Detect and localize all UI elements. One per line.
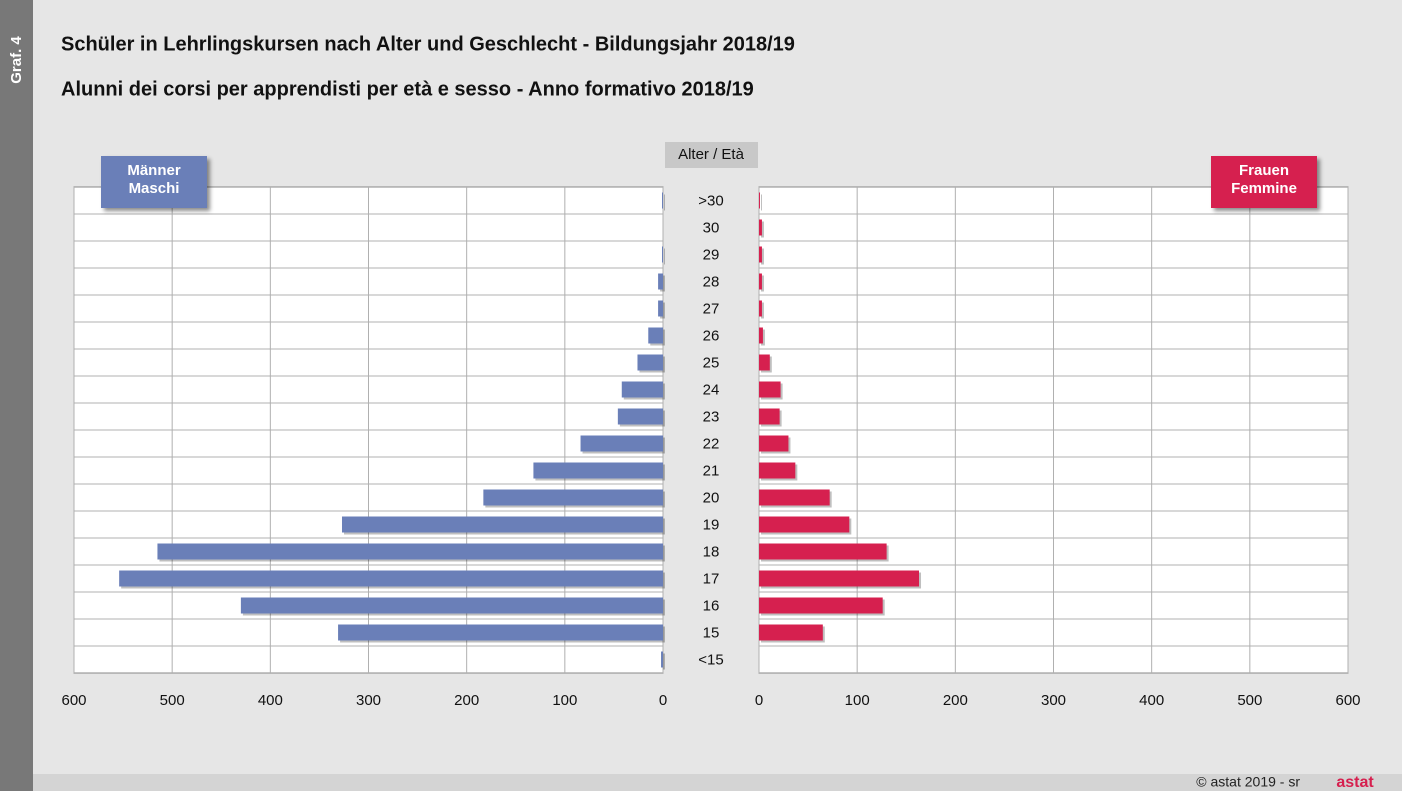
bar: [157, 543, 664, 560]
x-tick-label: 400: [258, 692, 283, 709]
category-label: 24: [703, 381, 720, 398]
category-label: 30: [703, 219, 720, 236]
side-bar: [0, 0, 33, 791]
bar: [759, 408, 780, 425]
x-tick-label: 0: [755, 692, 763, 709]
bar: [759, 624, 823, 641]
x-tick-label: 0: [659, 692, 667, 709]
bar: [338, 624, 663, 641]
category-label: <15: [698, 651, 723, 668]
category-label: 22: [703, 435, 720, 452]
category-label: 23: [703, 408, 720, 425]
bar: [483, 489, 663, 506]
x-tick-label: 500: [160, 692, 185, 709]
category-label: 17: [703, 570, 720, 587]
bar: [759, 516, 850, 533]
bar-shadow: [761, 275, 764, 292]
category-label: 16: [703, 597, 720, 614]
bar: [759, 435, 789, 452]
bar: [759, 570, 920, 587]
bar-shadow: [761, 329, 765, 346]
x-tick-label: 200: [943, 692, 968, 709]
category-label: 18: [703, 543, 720, 560]
x-tick-label: 500: [1237, 692, 1262, 709]
category-label: 25: [703, 354, 720, 371]
bar: [759, 273, 762, 290]
x-tick-label: 100: [845, 692, 870, 709]
bar-shadow: [761, 302, 764, 319]
footer-bar: [33, 774, 1402, 791]
logo: astat: [1336, 774, 1374, 791]
bar-shadow: [761, 248, 764, 265]
bar: [759, 597, 883, 614]
bar: [637, 354, 663, 371]
x-tick-label: 600: [1335, 692, 1360, 709]
category-label: >30: [698, 192, 723, 209]
bar: [580, 435, 663, 452]
x-tick-label: 100: [552, 692, 577, 709]
category-label: 21: [703, 462, 720, 479]
side-label: Graf. 4: [8, 36, 25, 84]
category-label: 15: [703, 624, 720, 641]
category-label: 20: [703, 489, 720, 506]
axis-label-box: [665, 142, 758, 168]
x-tick-label: 600: [61, 692, 86, 709]
bar: [759, 489, 830, 506]
bar: [759, 381, 781, 398]
chart-title: Schüler in Lehrlingskursen nach Alter un…: [61, 33, 795, 55]
bar: [759, 192, 760, 209]
bar-shadow: [663, 653, 665, 670]
footer: © astat 2019 - sr: [1196, 774, 1300, 790]
x-tick-label: 300: [356, 692, 381, 709]
x-tick-label: 300: [1041, 692, 1066, 709]
category-label: 28: [703, 273, 720, 290]
bar: [759, 543, 887, 560]
bar: [617, 408, 663, 425]
bar: [759, 219, 762, 236]
bar: [621, 381, 663, 398]
category-label: 26: [703, 327, 720, 344]
category-label: 19: [703, 516, 720, 533]
legend-entry: Männer Maschi: [101, 156, 207, 208]
bar: [759, 327, 763, 344]
bar-shadow: [761, 221, 764, 238]
x-tick-label: 400: [1139, 692, 1164, 709]
bar: [759, 300, 762, 317]
bar: [240, 597, 663, 614]
bar: [759, 462, 796, 479]
bar: [341, 516, 663, 533]
bar: [662, 246, 663, 263]
bar-shadow: [664, 248, 665, 265]
x-tick-label: 200: [454, 692, 479, 709]
bar: [658, 300, 663, 317]
bar: [661, 651, 663, 668]
bar: [648, 327, 663, 344]
category-label: 27: [703, 300, 720, 317]
legend-entry: Frauen Femmine: [1211, 156, 1317, 208]
bar: [662, 192, 663, 209]
bar-shadow: [664, 194, 665, 211]
bar-shadow: [761, 194, 762, 211]
bar: [658, 273, 663, 290]
category-label: 29: [703, 246, 720, 263]
chart-subtitle: Alunni dei corsi per apprendisti per età…: [61, 78, 754, 100]
category-axis-label: Alter / Età: [678, 146, 745, 163]
bar: [759, 354, 770, 371]
bar: [533, 462, 663, 479]
bar: [119, 570, 663, 587]
bar: [759, 246, 762, 263]
